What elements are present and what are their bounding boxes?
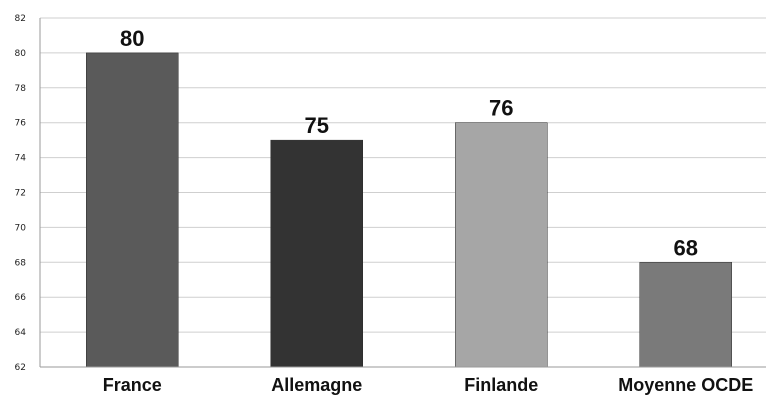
bar — [86, 52, 179, 368]
y-tick-label: 62 — [15, 363, 26, 373]
data-label: 75 — [305, 113, 329, 138]
x-tick-label: Finlande — [464, 375, 538, 395]
x-tick-label: France — [103, 375, 162, 395]
data-labels: 80 75 76 68 — [120, 26, 698, 260]
y-tick-label: 76 — [15, 119, 27, 129]
y-tick-label: 78 — [15, 84, 27, 94]
data-label: 80 — [120, 26, 144, 51]
y-tick-label: 82 — [15, 14, 26, 24]
y-tick-label: 72 — [15, 189, 26, 199]
y-axis-ticks: 62 64 66 68 70 72 74 76 78 80 82 — [15, 14, 27, 373]
y-tick-label: 64 — [15, 328, 27, 338]
x-tick-label: Allemagne — [271, 375, 362, 395]
bar — [270, 139, 363, 368]
bar — [455, 122, 548, 368]
data-label: 68 — [674, 235, 698, 260]
data-label: 76 — [489, 96, 513, 121]
bars — [86, 52, 732, 368]
y-tick-label: 70 — [15, 223, 27, 233]
y-tick-label: 74 — [15, 154, 27, 164]
bar — [639, 262, 732, 368]
x-axis-categories: France Allemagne Finlande Moyenne OCDE — [103, 375, 754, 395]
y-tick-label: 66 — [15, 293, 27, 303]
y-tick-label: 80 — [15, 49, 27, 59]
y-tick-label: 68 — [15, 258, 27, 268]
x-tick-label: Moyenne OCDE — [618, 375, 753, 395]
